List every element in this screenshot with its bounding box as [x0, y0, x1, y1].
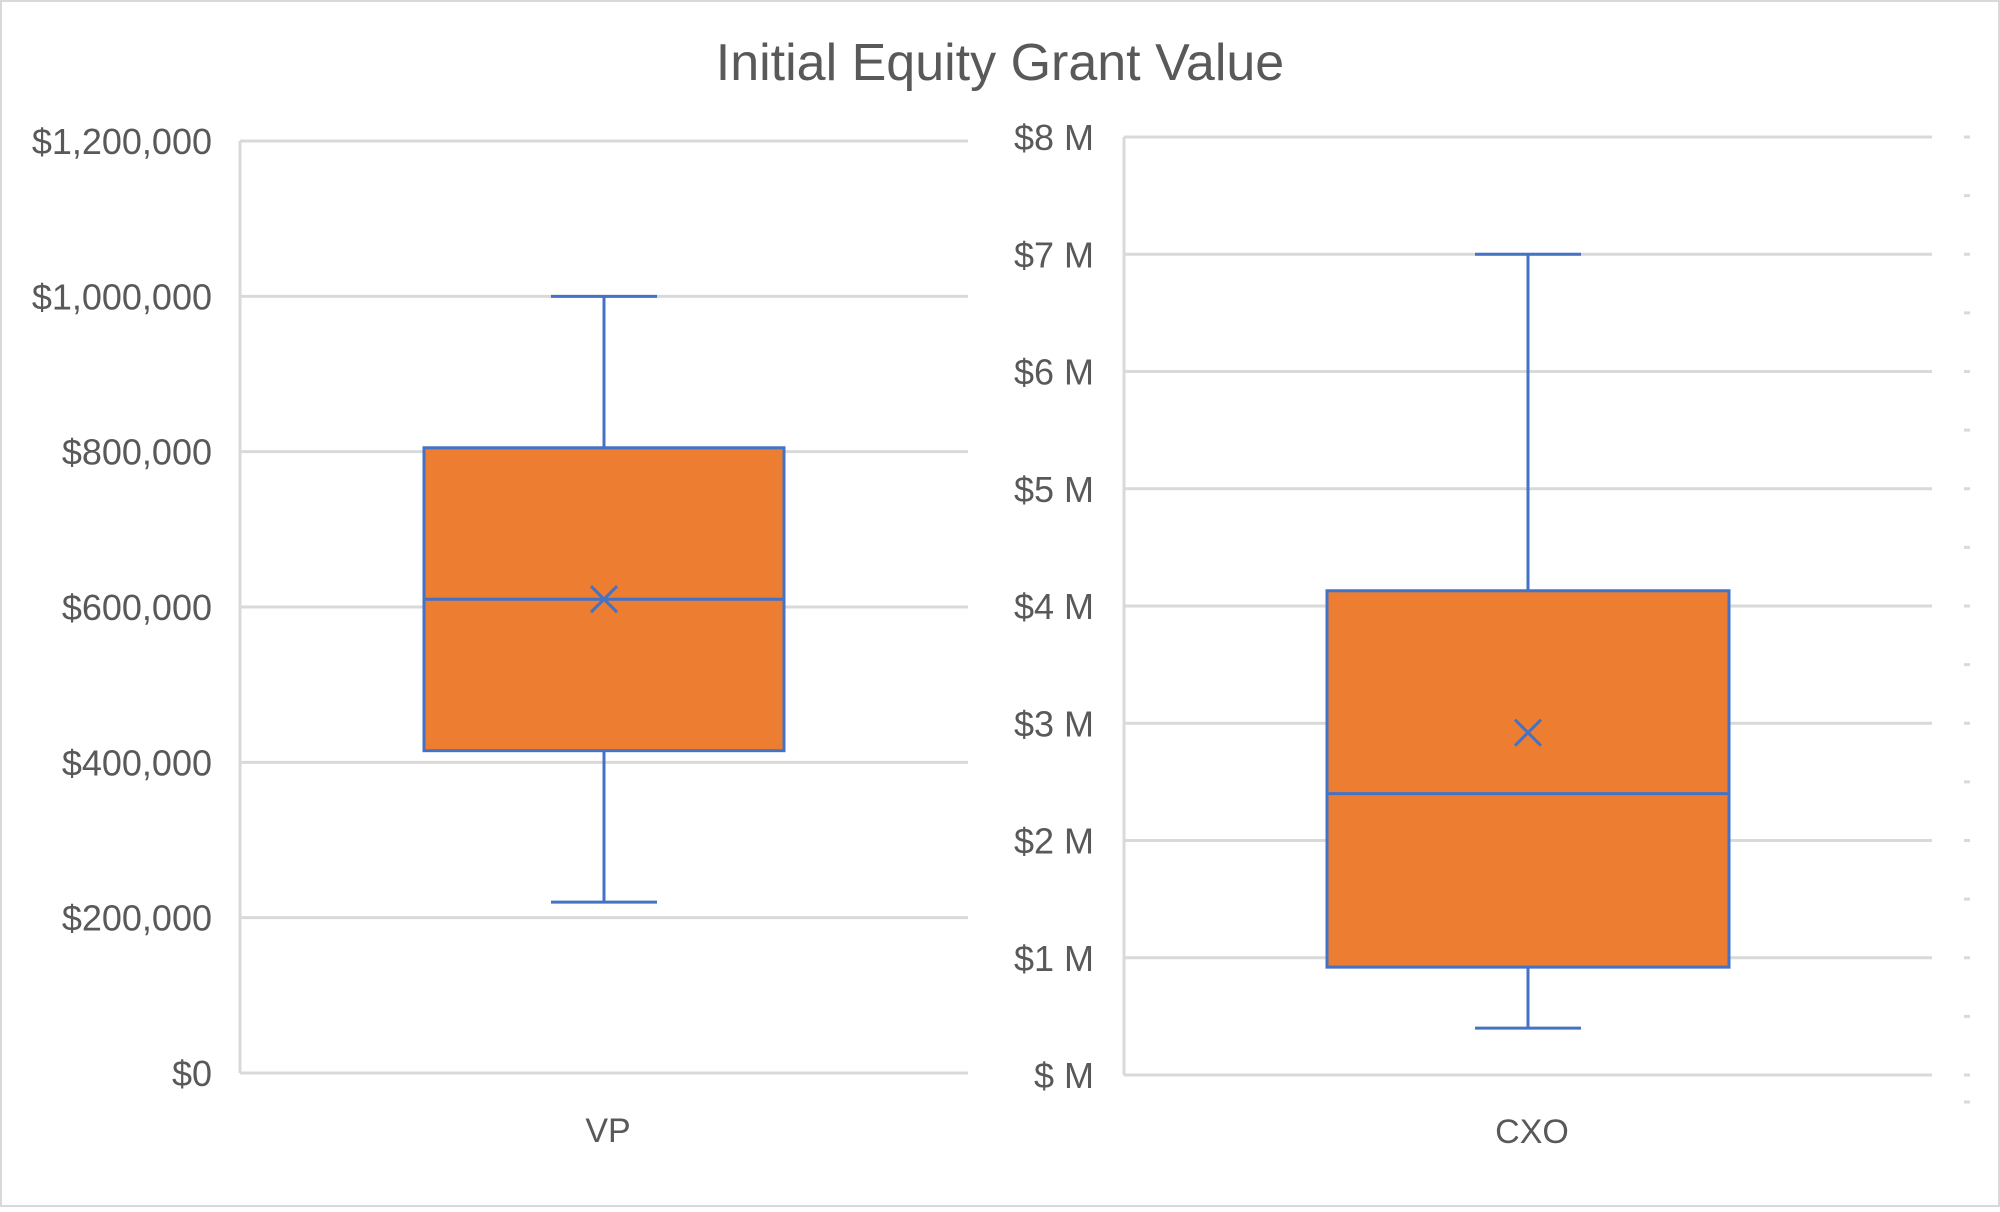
chart-title: Initial Equity Grant Value: [716, 34, 1284, 92]
cxo-y-tick-label: $ M: [1034, 1055, 1094, 1096]
cxo-y-tick-label: $8 M: [1014, 117, 1094, 158]
cxo-mean-marker: [1513, 718, 1543, 747]
vp-mean-marker: [589, 585, 619, 614]
vp-y-tick-label: $600,000: [62, 587, 212, 628]
vp-y-tick-label: $1,000,000: [32, 276, 212, 317]
vp-y-tick-label: $800,000: [62, 432, 212, 473]
cxo-panel: $ M $1 M $2 M $3 M $4 M $5 M $6 M $7 M $8 M CXO: [1014, 117, 1970, 1151]
vp-y-tick-label: $0: [172, 1053, 212, 1094]
vp-y-tick-label: $400,000: [62, 742, 212, 783]
vp-category-label: VP: [585, 1112, 630, 1150]
cxo-box: [1325, 589, 1731, 969]
cxo-y-tick-label: $4 M: [1014, 586, 1094, 627]
vp-y-tick-label: $200,000: [62, 898, 212, 939]
cxo-y-tick-label: $2 M: [1014, 821, 1094, 862]
cxo-y-tick-label: $6 M: [1014, 352, 1094, 393]
vp-y-tick-label: $1,200,000: [32, 121, 212, 162]
vp-panel: $0 $200,000 $400,000 $600,000 $800,000 $1,000…: [32, 121, 968, 1150]
cxo-y-tick-label: $1 M: [1014, 938, 1094, 979]
cxo-y-tick-label: $7 M: [1014, 234, 1094, 275]
cxo-y-tick-label: $3 M: [1014, 703, 1094, 744]
cxo-category-label: CXO: [1495, 1113, 1569, 1151]
cxo-y-tick-label: $5 M: [1014, 469, 1094, 510]
